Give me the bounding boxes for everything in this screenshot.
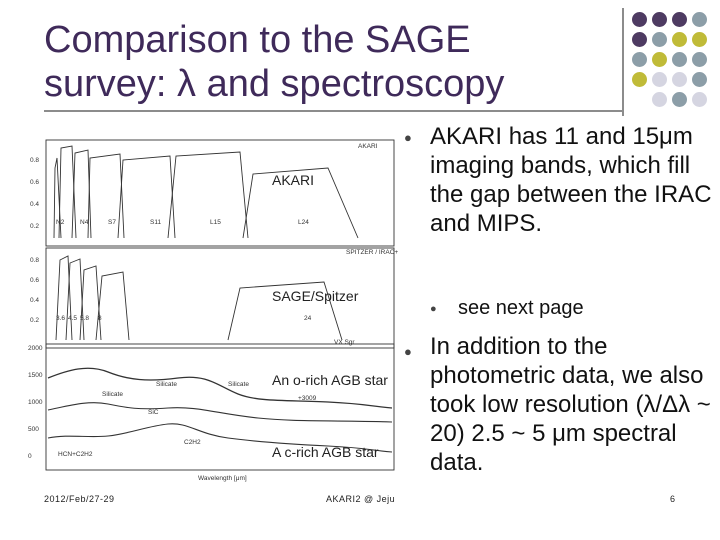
band-label: 24 [304, 315, 312, 322]
y-tick-label: 0.8 [30, 157, 39, 164]
figure-annotation: Silicate [156, 381, 177, 388]
y-tick-label: 0.2 [30, 223, 39, 230]
y-tick-label: 0.4 [30, 201, 39, 208]
filter-spectra-figure: 0.8 0.6 0.4 0.2 0.8 0.6 0.4 0.2 2000 1500 1000 500 0… [28, 139, 398, 482]
y-tick-label: 2000 [28, 345, 43, 352]
akari-label: AKARI [272, 172, 315, 188]
akari-panel-frame [45, 139, 395, 247]
figure-annotation: VX Sgr [334, 339, 355, 346]
spectrum-panel-frame [45, 343, 395, 471]
decorative-dot [672, 52, 687, 67]
decorative-dot [652, 32, 667, 47]
decorative-dot [692, 12, 707, 27]
y-tick-label: 0 [28, 453, 32, 460]
decorative-dot [692, 32, 707, 47]
y-tick-label: 1500 [28, 372, 43, 379]
y-tick-label: 0.6 [30, 179, 39, 186]
y-tick-label: 0.2 [30, 317, 39, 324]
bullet-1: AKARI has 11 and 15μm imaging bands, whi… [430, 123, 712, 237]
decorative-dot [652, 12, 667, 27]
figure-annotation: SiC [148, 409, 159, 416]
decorative-dot [632, 52, 647, 67]
bullet-icon: ● [404, 344, 412, 359]
figure-annotation: +3009 [298, 395, 317, 402]
figure-annotation: C2H2 [184, 439, 201, 446]
band-label: N2 [56, 219, 65, 226]
footer-date: 2012/Feb/27-29 [44, 494, 115, 504]
decorative-dot [652, 92, 667, 107]
slide-title: Comparison to the SAGE survey: λ and spe… [44, 18, 604, 106]
decorative-dot [652, 52, 667, 67]
band-label: L15 [210, 219, 221, 226]
figure-annotation: SPITZER / IRAC+M [346, 249, 398, 256]
page-number: 6 [670, 494, 676, 504]
figure-annotation: Silicate [228, 381, 249, 388]
band-label: 8 [98, 315, 102, 322]
decorative-dot [672, 92, 687, 107]
band-label: 5.8 [80, 315, 89, 322]
figure-annotation: Silicate [102, 391, 123, 398]
bullet-icon: ● [404, 130, 412, 145]
c-rich-star-label: A c-rich AGB star [272, 444, 379, 460]
decorative-dot [672, 12, 687, 27]
decorative-dot [632, 12, 647, 27]
sage-label: SAGE/Spitzer [272, 288, 359, 304]
figure-annotation: HCN+C2H2 [58, 451, 93, 458]
decorative-dot [632, 72, 647, 87]
title-line-2: survey: λ and spectroscopy [44, 63, 505, 105]
decorative-dot [692, 72, 707, 87]
sage-panel-frame [45, 247, 395, 349]
y-tick-label: 0.4 [30, 297, 39, 304]
band-label: N4 [80, 219, 89, 226]
band-label: 3.6 [56, 315, 65, 322]
decorative-dot [672, 32, 687, 47]
decorative-horizontal-rule [44, 110, 624, 112]
bullet-icon: ● [430, 303, 437, 315]
decorative-dot [692, 92, 707, 107]
decorative-dot [652, 72, 667, 87]
footer-event: AKARI2 @ Jeju [326, 494, 396, 504]
decorative-dot [632, 32, 647, 47]
band-label: S11 [150, 219, 161, 226]
bullet-2: In addition to the photometric data, we … [430, 333, 711, 476]
y-tick-label: 1000 [28, 399, 43, 406]
sub-bullet: see next page [458, 297, 584, 319]
decorative-vertical-rule [622, 8, 624, 116]
band-label: L24 [298, 219, 309, 226]
y-tick-label: 0.8 [30, 257, 39, 264]
o-rich-star-label: An o-rich AGB star [272, 372, 388, 388]
decorative-dot [672, 72, 687, 87]
figure-annotation: AKARI [358, 143, 378, 150]
y-tick-label: 0.6 [30, 277, 39, 284]
decorative-dot [692, 52, 707, 67]
wavelength-axis-label: Wavelength [μm] [198, 475, 247, 482]
y-tick-label: 500 [28, 426, 39, 433]
title-line-1: Comparison to the SAGE [44, 19, 471, 61]
band-label: 4.5 [68, 315, 77, 322]
band-label: S7 [108, 219, 116, 226]
